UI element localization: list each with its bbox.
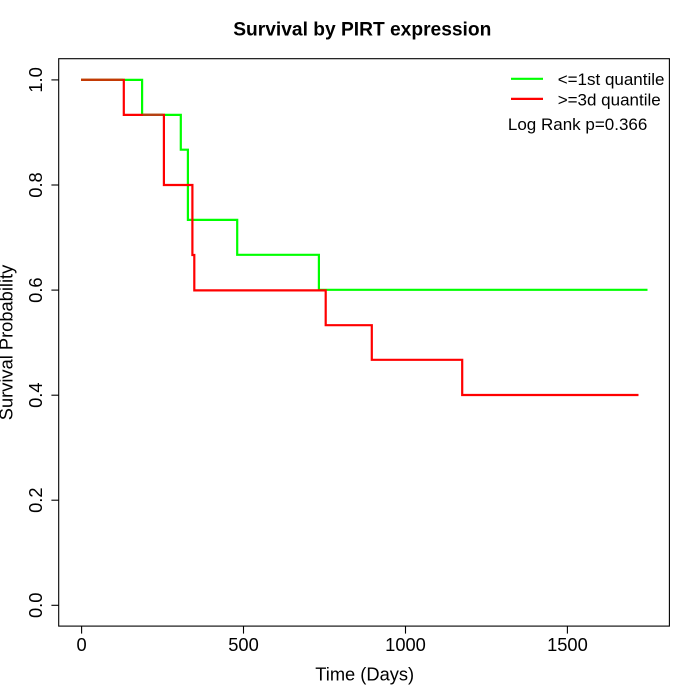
- svg-text:0.2: 0.2: [25, 487, 46, 512]
- svg-text:>=3d quantile: >=3d quantile: [558, 90, 661, 109]
- svg-text:0: 0: [77, 634, 87, 655]
- svg-text:500: 500: [228, 634, 259, 655]
- svg-text:Survival by PIRT expression: Survival by PIRT expression: [233, 20, 491, 41]
- svg-text:Survival Probability: Survival Probability: [0, 264, 17, 420]
- svg-text:1500: 1500: [547, 634, 588, 655]
- svg-text:<=1st quantile: <=1st quantile: [558, 70, 665, 89]
- svg-text:0.8: 0.8: [25, 172, 46, 197]
- svg-text:Log Rank p=0.366: Log Rank p=0.366: [508, 115, 647, 134]
- svg-text:0.4: 0.4: [25, 382, 46, 407]
- svg-text:Time (Days): Time (Days): [315, 663, 414, 684]
- svg-text:0.0: 0.0: [25, 593, 46, 618]
- svg-text:1.0: 1.0: [25, 67, 46, 92]
- svg-text:0.6: 0.6: [25, 277, 46, 302]
- svg-text:1000: 1000: [385, 634, 426, 655]
